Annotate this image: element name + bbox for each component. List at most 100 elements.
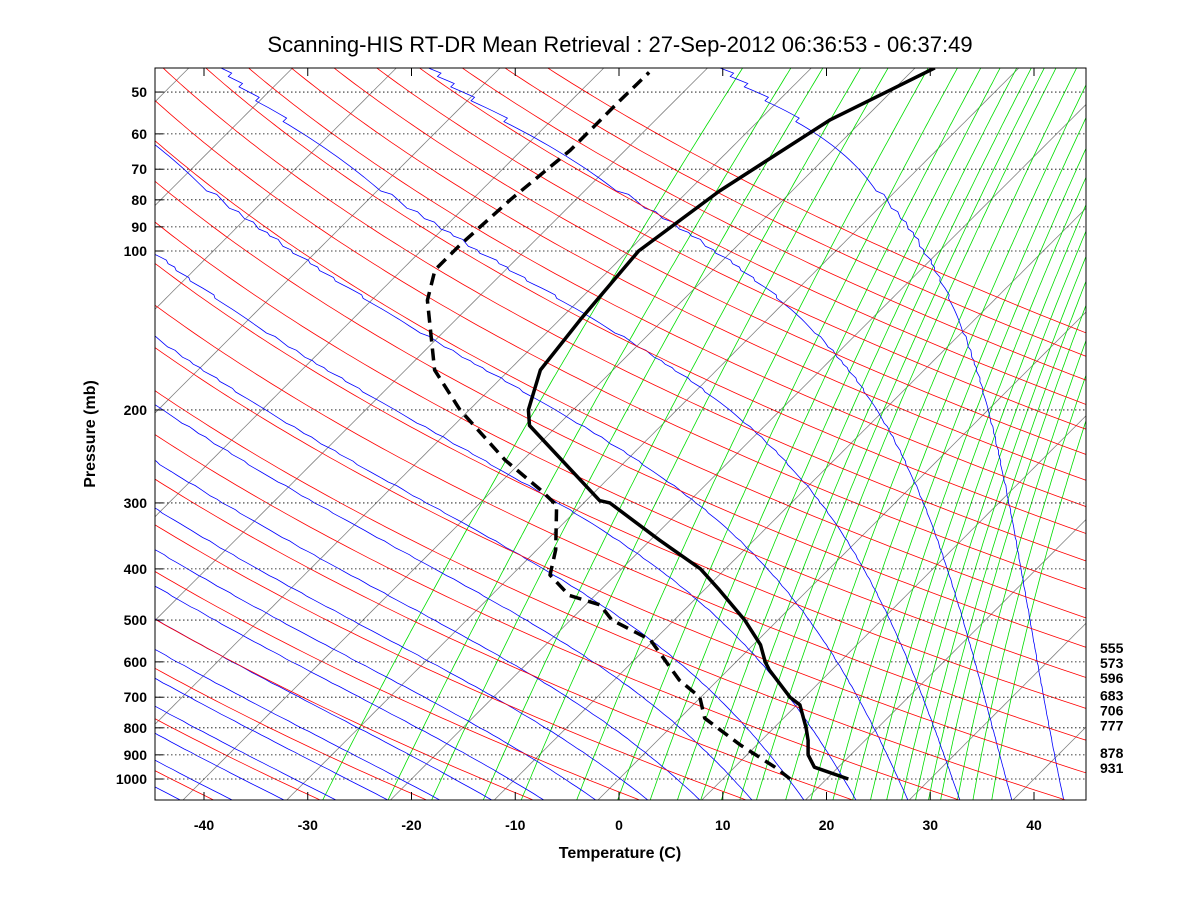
isotherm-line [701, 415, 1086, 800]
chart-title: Scanning-HIS RT-DR Mean Retrieval : 27-S… [267, 32, 972, 57]
dry-adiabat-line [155, 180, 1086, 648]
dry-adiabat-line [155, 221, 1086, 678]
moist-adiabat-line [155, 459, 701, 800]
x-tick-label: -10 [505, 817, 525, 833]
y-tick-label: 600 [124, 654, 148, 670]
dry-adiabat-line [290, 68, 1086, 481]
y-tick-label: 70 [131, 161, 147, 177]
dry-adiabat-line [247, 68, 1086, 508]
background-lines [0, 66, 1086, 801]
right-pressure-label: 706 [1100, 703, 1124, 719]
x-tick-label: 0 [615, 817, 623, 833]
mixing-ratio-line [676, 68, 1001, 800]
moist-adiabat-line [718, 68, 1065, 800]
dry-adiabat-line [333, 68, 1086, 455]
mixing-ratio-line [720, 68, 1032, 800]
dry-adiabat-line [155, 434, 961, 800]
dry-adiabat-line [504, 68, 1086, 357]
dry-adiabat-line [155, 618, 535, 800]
dry-adiabat-line [546, 68, 1086, 334]
isotherm-line [155, 68, 709, 622]
mixing-ratio-line [576, 68, 929, 800]
moist-adiabat-line [155, 649, 441, 800]
isotherm-line [286, 68, 1020, 800]
moist-adiabat-line [155, 549, 597, 800]
mixing-ratio-line [901, 230, 1086, 800]
x-tick-label: -40 [194, 817, 214, 833]
plot-frame [154, 67, 1087, 801]
dry-adiabat-line [155, 478, 854, 800]
moist-adiabat-line [155, 585, 545, 800]
right-pressure-label: 878 [1100, 745, 1124, 761]
isotherm-line [155, 68, 812, 725]
right-pressure-label: 596 [1100, 670, 1124, 686]
y-tick-label: 500 [124, 612, 148, 628]
y-tick-label: 90 [131, 219, 147, 235]
moist-adiabat-line [0, 66, 78, 801]
mixing-ratio-line [870, 176, 1086, 800]
mixing-ratio-line [785, 68, 1078, 800]
y-tick-label: 700 [124, 689, 148, 705]
moist-adiabat-line [155, 618, 493, 800]
y-tick-label: 60 [131, 126, 147, 142]
x-axis-label: Temperature (C) [559, 845, 681, 862]
dry-adiabat-line [155, 390, 1067, 800]
mixing-ratio-line [756, 68, 1057, 800]
mixing-ratio-line [520, 68, 889, 800]
mixing-ratio-line [991, 419, 1086, 800]
mixing-ratio-line [886, 203, 1086, 800]
dry-adiabat-line [155, 304, 1086, 741]
mixing-ratio-line [649, 68, 982, 800]
y-tick-label: 900 [124, 747, 148, 763]
dry-adiabat-line [155, 770, 215, 800]
isotherm-line [182, 68, 916, 800]
dry-adiabat-line [155, 99, 1086, 590]
mixing-ratio-line [852, 147, 1086, 800]
profile-traces [425, 68, 936, 781]
dry-adiabat-line [155, 667, 428, 800]
x-tick-label: -30 [298, 817, 318, 833]
y-tick-label: 50 [131, 84, 147, 100]
isotherm-line [597, 311, 1086, 800]
right-pressure-label: 931 [1100, 760, 1124, 776]
y-axis-ticks: 50 60 70 80 90 100 200 300 400 500 600 700 800 900 100… [116, 84, 163, 787]
mixing-ratio-line [928, 280, 1086, 800]
mixing-ratio-line [739, 68, 1045, 800]
right-pressure-label: 573 [1100, 655, 1124, 671]
y-tick-label: 800 [124, 720, 148, 736]
right-pressure-label: 555 [1100, 640, 1124, 656]
x-axis-ticks: -40 -30 -20 -10 0 10 20 30 40 [194, 68, 1042, 833]
mixing-ratio-line [617, 68, 958, 800]
y-tick-label: 300 [124, 495, 148, 511]
x-tick-label: 10 [715, 817, 731, 833]
y-tick-label: 400 [124, 561, 148, 577]
moist-adiabat-line [219, 68, 961, 800]
y-axis-label: Pressure (mb) [82, 380, 99, 488]
isotherm-line [804, 518, 1086, 800]
pressure-gridlines [155, 91, 1086, 780]
mixing-ratio-line [957, 339, 1086, 800]
moist-adiabat-line [427, 68, 1013, 800]
mixing-ratio-line [940, 304, 1086, 800]
dry-adiabat-line [461, 68, 1086, 381]
mixing-ratio-line [700, 68, 1018, 800]
moist-adiabat-line [155, 144, 909, 800]
mixing-ratio-line [810, 84, 1086, 800]
dry-adiabat-line [155, 718, 322, 800]
dry-adiabat-line [418, 68, 1086, 405]
mixing-ratio-line [431, 68, 824, 800]
dry-adiabat-line [155, 347, 1086, 774]
isotherm-line [155, 68, 605, 518]
isotherm-line [0, 66, 87, 801]
right-pressure-label: 777 [1100, 718, 1124, 734]
dewpoint-trace [425, 71, 792, 781]
x-tick-label: 20 [819, 817, 835, 833]
dry-adiabat-line [0, 66, 2, 801]
dry-adiabat-line [205, 68, 1086, 534]
moist-adiabat-line [155, 677, 389, 800]
right-pressure-label: 683 [1100, 688, 1124, 704]
temperature-trace [526, 68, 936, 781]
y-tick-label: 200 [124, 402, 148, 418]
mixing-ratio-line [832, 116, 1086, 800]
